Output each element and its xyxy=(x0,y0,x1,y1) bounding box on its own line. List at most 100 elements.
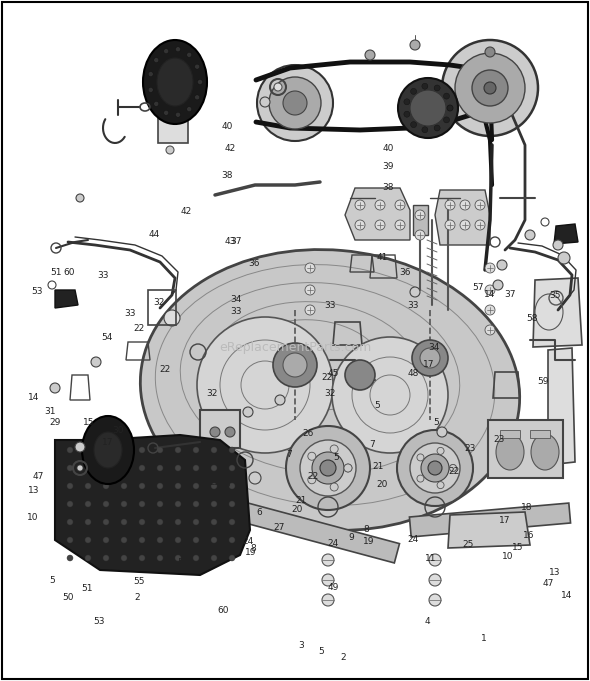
Text: 36: 36 xyxy=(399,268,411,277)
Text: 27: 27 xyxy=(273,523,285,533)
Ellipse shape xyxy=(229,519,235,525)
Ellipse shape xyxy=(157,483,163,489)
Text: 26: 26 xyxy=(302,429,314,439)
Bar xyxy=(530,430,550,438)
Text: 8: 8 xyxy=(363,525,369,535)
Ellipse shape xyxy=(94,432,122,468)
Ellipse shape xyxy=(67,483,73,489)
Text: 50: 50 xyxy=(62,592,74,602)
Text: 21: 21 xyxy=(295,496,307,505)
Ellipse shape xyxy=(412,340,448,376)
Text: 30: 30 xyxy=(112,426,124,435)
Ellipse shape xyxy=(308,476,316,484)
Ellipse shape xyxy=(197,317,333,453)
Text: 2: 2 xyxy=(134,592,140,602)
Text: 22: 22 xyxy=(133,324,145,334)
Ellipse shape xyxy=(186,52,192,57)
Polygon shape xyxy=(55,290,78,308)
Ellipse shape xyxy=(472,70,508,106)
Ellipse shape xyxy=(493,280,503,290)
Ellipse shape xyxy=(411,122,417,127)
Ellipse shape xyxy=(175,447,181,453)
Bar xyxy=(500,430,520,438)
Text: 8: 8 xyxy=(251,544,257,554)
Ellipse shape xyxy=(485,305,495,315)
Ellipse shape xyxy=(103,465,109,471)
Ellipse shape xyxy=(308,452,316,460)
Bar xyxy=(413,205,428,235)
Text: 18: 18 xyxy=(521,503,533,512)
Text: 22: 22 xyxy=(322,373,333,383)
Ellipse shape xyxy=(531,434,559,470)
Ellipse shape xyxy=(175,501,181,507)
Text: 5: 5 xyxy=(434,417,440,427)
Ellipse shape xyxy=(121,519,127,525)
Text: 22: 22 xyxy=(448,466,460,476)
Text: 24: 24 xyxy=(407,535,419,544)
Ellipse shape xyxy=(455,53,525,123)
Text: 22: 22 xyxy=(159,365,171,375)
Text: 22: 22 xyxy=(209,478,221,488)
Ellipse shape xyxy=(85,447,91,453)
Ellipse shape xyxy=(67,447,73,453)
Ellipse shape xyxy=(485,285,495,295)
Ellipse shape xyxy=(475,220,485,230)
Ellipse shape xyxy=(175,47,181,52)
Text: 54: 54 xyxy=(101,332,113,342)
Ellipse shape xyxy=(460,200,470,210)
Ellipse shape xyxy=(404,111,410,117)
Text: 16: 16 xyxy=(523,531,535,541)
Ellipse shape xyxy=(193,537,199,543)
Ellipse shape xyxy=(164,310,180,326)
Ellipse shape xyxy=(140,249,520,530)
Text: 15: 15 xyxy=(83,417,94,427)
Ellipse shape xyxy=(429,574,441,586)
Ellipse shape xyxy=(429,554,441,566)
Ellipse shape xyxy=(553,240,563,250)
Ellipse shape xyxy=(193,465,199,471)
Text: 4: 4 xyxy=(425,616,431,626)
Text: 43: 43 xyxy=(224,236,236,246)
Ellipse shape xyxy=(148,87,153,93)
Ellipse shape xyxy=(121,483,127,489)
Text: 5: 5 xyxy=(224,480,230,490)
Text: 60: 60 xyxy=(64,268,76,277)
Text: 34: 34 xyxy=(230,295,242,304)
Text: 17: 17 xyxy=(499,516,510,525)
Ellipse shape xyxy=(157,447,163,453)
Bar xyxy=(200,410,240,448)
Ellipse shape xyxy=(91,357,101,367)
Text: 44: 44 xyxy=(149,230,160,240)
Ellipse shape xyxy=(375,200,385,210)
Text: 19: 19 xyxy=(245,548,257,558)
Ellipse shape xyxy=(437,447,444,454)
Bar xyxy=(148,290,176,325)
Ellipse shape xyxy=(229,447,235,453)
Ellipse shape xyxy=(344,464,352,472)
Ellipse shape xyxy=(229,465,235,471)
Ellipse shape xyxy=(300,440,356,496)
Ellipse shape xyxy=(195,64,199,69)
Ellipse shape xyxy=(139,501,145,507)
Ellipse shape xyxy=(286,426,370,510)
Text: 20: 20 xyxy=(291,505,303,514)
Ellipse shape xyxy=(525,230,535,240)
Ellipse shape xyxy=(365,50,375,60)
Ellipse shape xyxy=(103,537,109,543)
Ellipse shape xyxy=(410,40,420,50)
Bar xyxy=(158,118,188,143)
Text: 34: 34 xyxy=(428,343,440,352)
Text: 49: 49 xyxy=(327,582,339,592)
Ellipse shape xyxy=(260,97,270,107)
Ellipse shape xyxy=(344,464,352,472)
Text: 37: 37 xyxy=(504,289,516,299)
Ellipse shape xyxy=(175,519,181,525)
Ellipse shape xyxy=(397,430,473,506)
Ellipse shape xyxy=(67,555,73,561)
Ellipse shape xyxy=(274,83,282,91)
Text: 7: 7 xyxy=(369,439,375,449)
Ellipse shape xyxy=(193,483,199,489)
Ellipse shape xyxy=(67,519,73,525)
Text: 59: 59 xyxy=(537,377,549,386)
Text: 39: 39 xyxy=(382,162,394,172)
